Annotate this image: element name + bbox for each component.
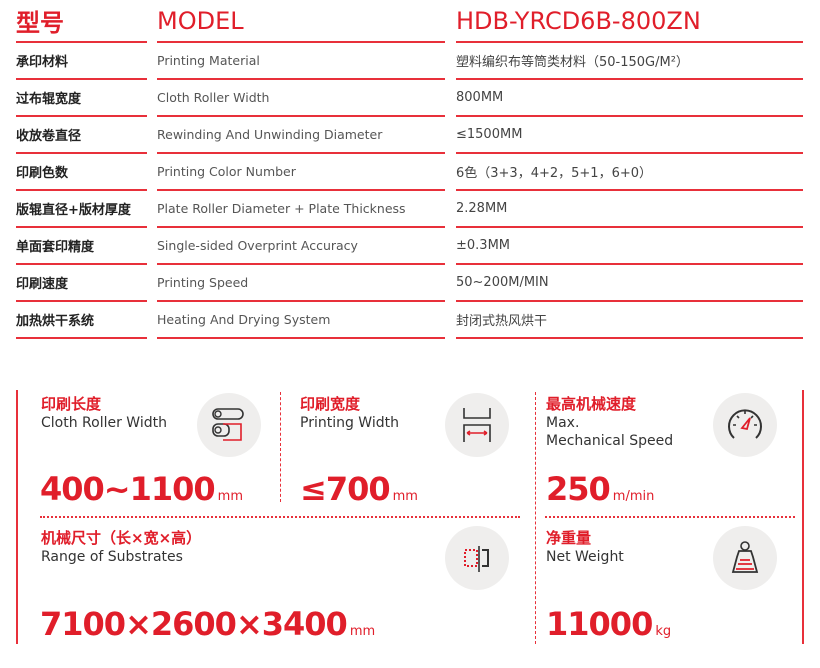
left-border bbox=[16, 390, 18, 644]
spec-label-en: Range of Substrates bbox=[41, 549, 183, 565]
row-label-cn: 印刷色数 bbox=[16, 154, 147, 191]
row-label-en: Heating And Drying System bbox=[157, 302, 445, 339]
spec-net-weight: 净重量 Net Weight bbox=[546, 527, 624, 566]
spec-value: ≤700 mm bbox=[300, 470, 418, 508]
spec-value: 400~1100 mm bbox=[40, 470, 243, 508]
divider bbox=[280, 392, 281, 502]
row-label-cn: 承印材料 bbox=[16, 43, 147, 80]
spec-value: 11000 kg bbox=[546, 605, 672, 643]
row-label-en: Printing Speed bbox=[157, 265, 445, 302]
row-label-en: Printing Color Number bbox=[157, 154, 445, 191]
row-label-cn: 印刷速度 bbox=[16, 265, 147, 302]
spec-print-length: 印刷长度 Cloth Roller Width bbox=[41, 393, 167, 432]
spec-label-cn: 最高机械速度 bbox=[546, 395, 637, 413]
spec-label-en: Max. Mechanical Speed bbox=[546, 415, 674, 449]
divider bbox=[545, 516, 795, 518]
row-value: ±0.3MM bbox=[456, 228, 803, 265]
spec-label-cn: 印刷长度 bbox=[41, 395, 102, 413]
header-model-value: HDB-YRCD6B-800ZN bbox=[456, 0, 803, 43]
row-label-en: Cloth Roller Width bbox=[157, 80, 445, 117]
weight-icon bbox=[713, 526, 777, 590]
spec-print-width: 印刷宽度 Printing Width bbox=[300, 393, 399, 432]
spec-value: 7100×2600×3400 mm bbox=[40, 605, 376, 643]
row-label-cn: 单面套印精度 bbox=[16, 228, 147, 265]
row-value: 6色（3+3，4+2，5+1，6+0） bbox=[456, 154, 803, 191]
spec-label-cn: 机械尺寸（长×宽×高） bbox=[41, 529, 202, 547]
row-value: 封闭式热风烘干 bbox=[456, 302, 803, 339]
spec-label-en: Net Weight bbox=[546, 549, 624, 565]
row-label-en: Single-sided Overprint Accuracy bbox=[157, 228, 445, 265]
row-label-cn: 收放卷直径 bbox=[16, 117, 147, 154]
spec-label-en: Cloth Roller Width bbox=[41, 415, 167, 431]
rollers-icon bbox=[197, 393, 261, 457]
spec-label-cn: 净重量 bbox=[546, 529, 592, 547]
spec-value: 250 m/min bbox=[546, 470, 655, 508]
row-label-en: Rewinding And Unwinding Diameter bbox=[157, 117, 445, 154]
width-icon bbox=[445, 393, 509, 457]
row-label-cn: 版辊直径+版材厚度 bbox=[16, 191, 147, 228]
header-label-en: MODEL bbox=[157, 0, 445, 43]
spec-label-en: Printing Width bbox=[300, 415, 399, 431]
row-value: 2.28MM bbox=[456, 191, 803, 228]
spec-max-speed: 最高机械速度 Max. Mechanical Speed bbox=[546, 393, 673, 450]
divider bbox=[40, 516, 520, 518]
row-value: ≤1500MM bbox=[456, 117, 803, 154]
divider bbox=[535, 392, 536, 644]
row-value: 塑料编织布等筒类材料（50-150G/M²） bbox=[456, 43, 803, 80]
row-label-en: Plate Roller Diameter + Plate Thickness bbox=[157, 191, 445, 228]
row-label-cn: 加热烘干系统 bbox=[16, 302, 147, 339]
dimensions-icon bbox=[445, 526, 509, 590]
spec-dimensions: 机械尺寸（长×宽×高） Range of Substrates bbox=[41, 527, 201, 566]
row-label-cn: 过布辊宽度 bbox=[16, 80, 147, 117]
right-border bbox=[802, 390, 804, 644]
row-value: 800MM bbox=[456, 80, 803, 117]
spec-label-cn: 印刷宽度 bbox=[300, 395, 361, 413]
header-label-cn: 型号 bbox=[16, 0, 147, 43]
row-label-en: Printing Material bbox=[157, 43, 445, 80]
speedometer-icon bbox=[713, 393, 777, 457]
row-value: 50~200M/MIN bbox=[456, 265, 803, 302]
